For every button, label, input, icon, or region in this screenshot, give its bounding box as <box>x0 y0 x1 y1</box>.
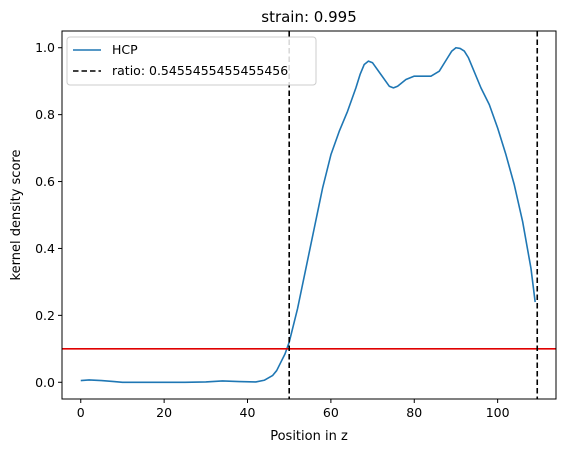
y-tick-label: 1.0 <box>35 40 55 55</box>
legend-ratio-label: ratio: 0.5455455455455456 <box>112 63 288 78</box>
x-tick-label: 20 <box>156 405 172 420</box>
y-tick-label: 0.4 <box>35 241 55 256</box>
x-tick-label: 60 <box>323 405 339 420</box>
series-line-0 <box>80 46 536 384</box>
chart-title: strain: 0.995 <box>261 8 357 26</box>
x-tick-label: 0 <box>77 405 85 420</box>
y-tick-label: 0.6 <box>35 174 55 189</box>
y-tick-label: 0.0 <box>35 375 55 390</box>
x-tick-label: 80 <box>406 405 422 420</box>
y-axis: 0.0 0.2 0.4 0.6 0.8 1.0 <box>35 40 62 390</box>
x-tick-label: 40 <box>240 405 256 420</box>
y-tick-label: 0.2 <box>35 308 55 323</box>
y-axis-label: kernel density score <box>9 150 24 281</box>
plot-layer <box>62 31 556 399</box>
legend: HCP ratio: 0.5455455455455456 <box>66 36 317 86</box>
x-axis: 0 20 40 60 80 100 <box>77 399 510 420</box>
legend-hcp-label: HCP <box>112 42 138 57</box>
x-axis-label: Position in z <box>270 429 348 444</box>
plot-frame <box>61 30 557 400</box>
y-tick-label: 0.8 <box>35 107 55 122</box>
legend-box <box>66 36 317 86</box>
x-tick-label: 100 <box>486 405 510 420</box>
